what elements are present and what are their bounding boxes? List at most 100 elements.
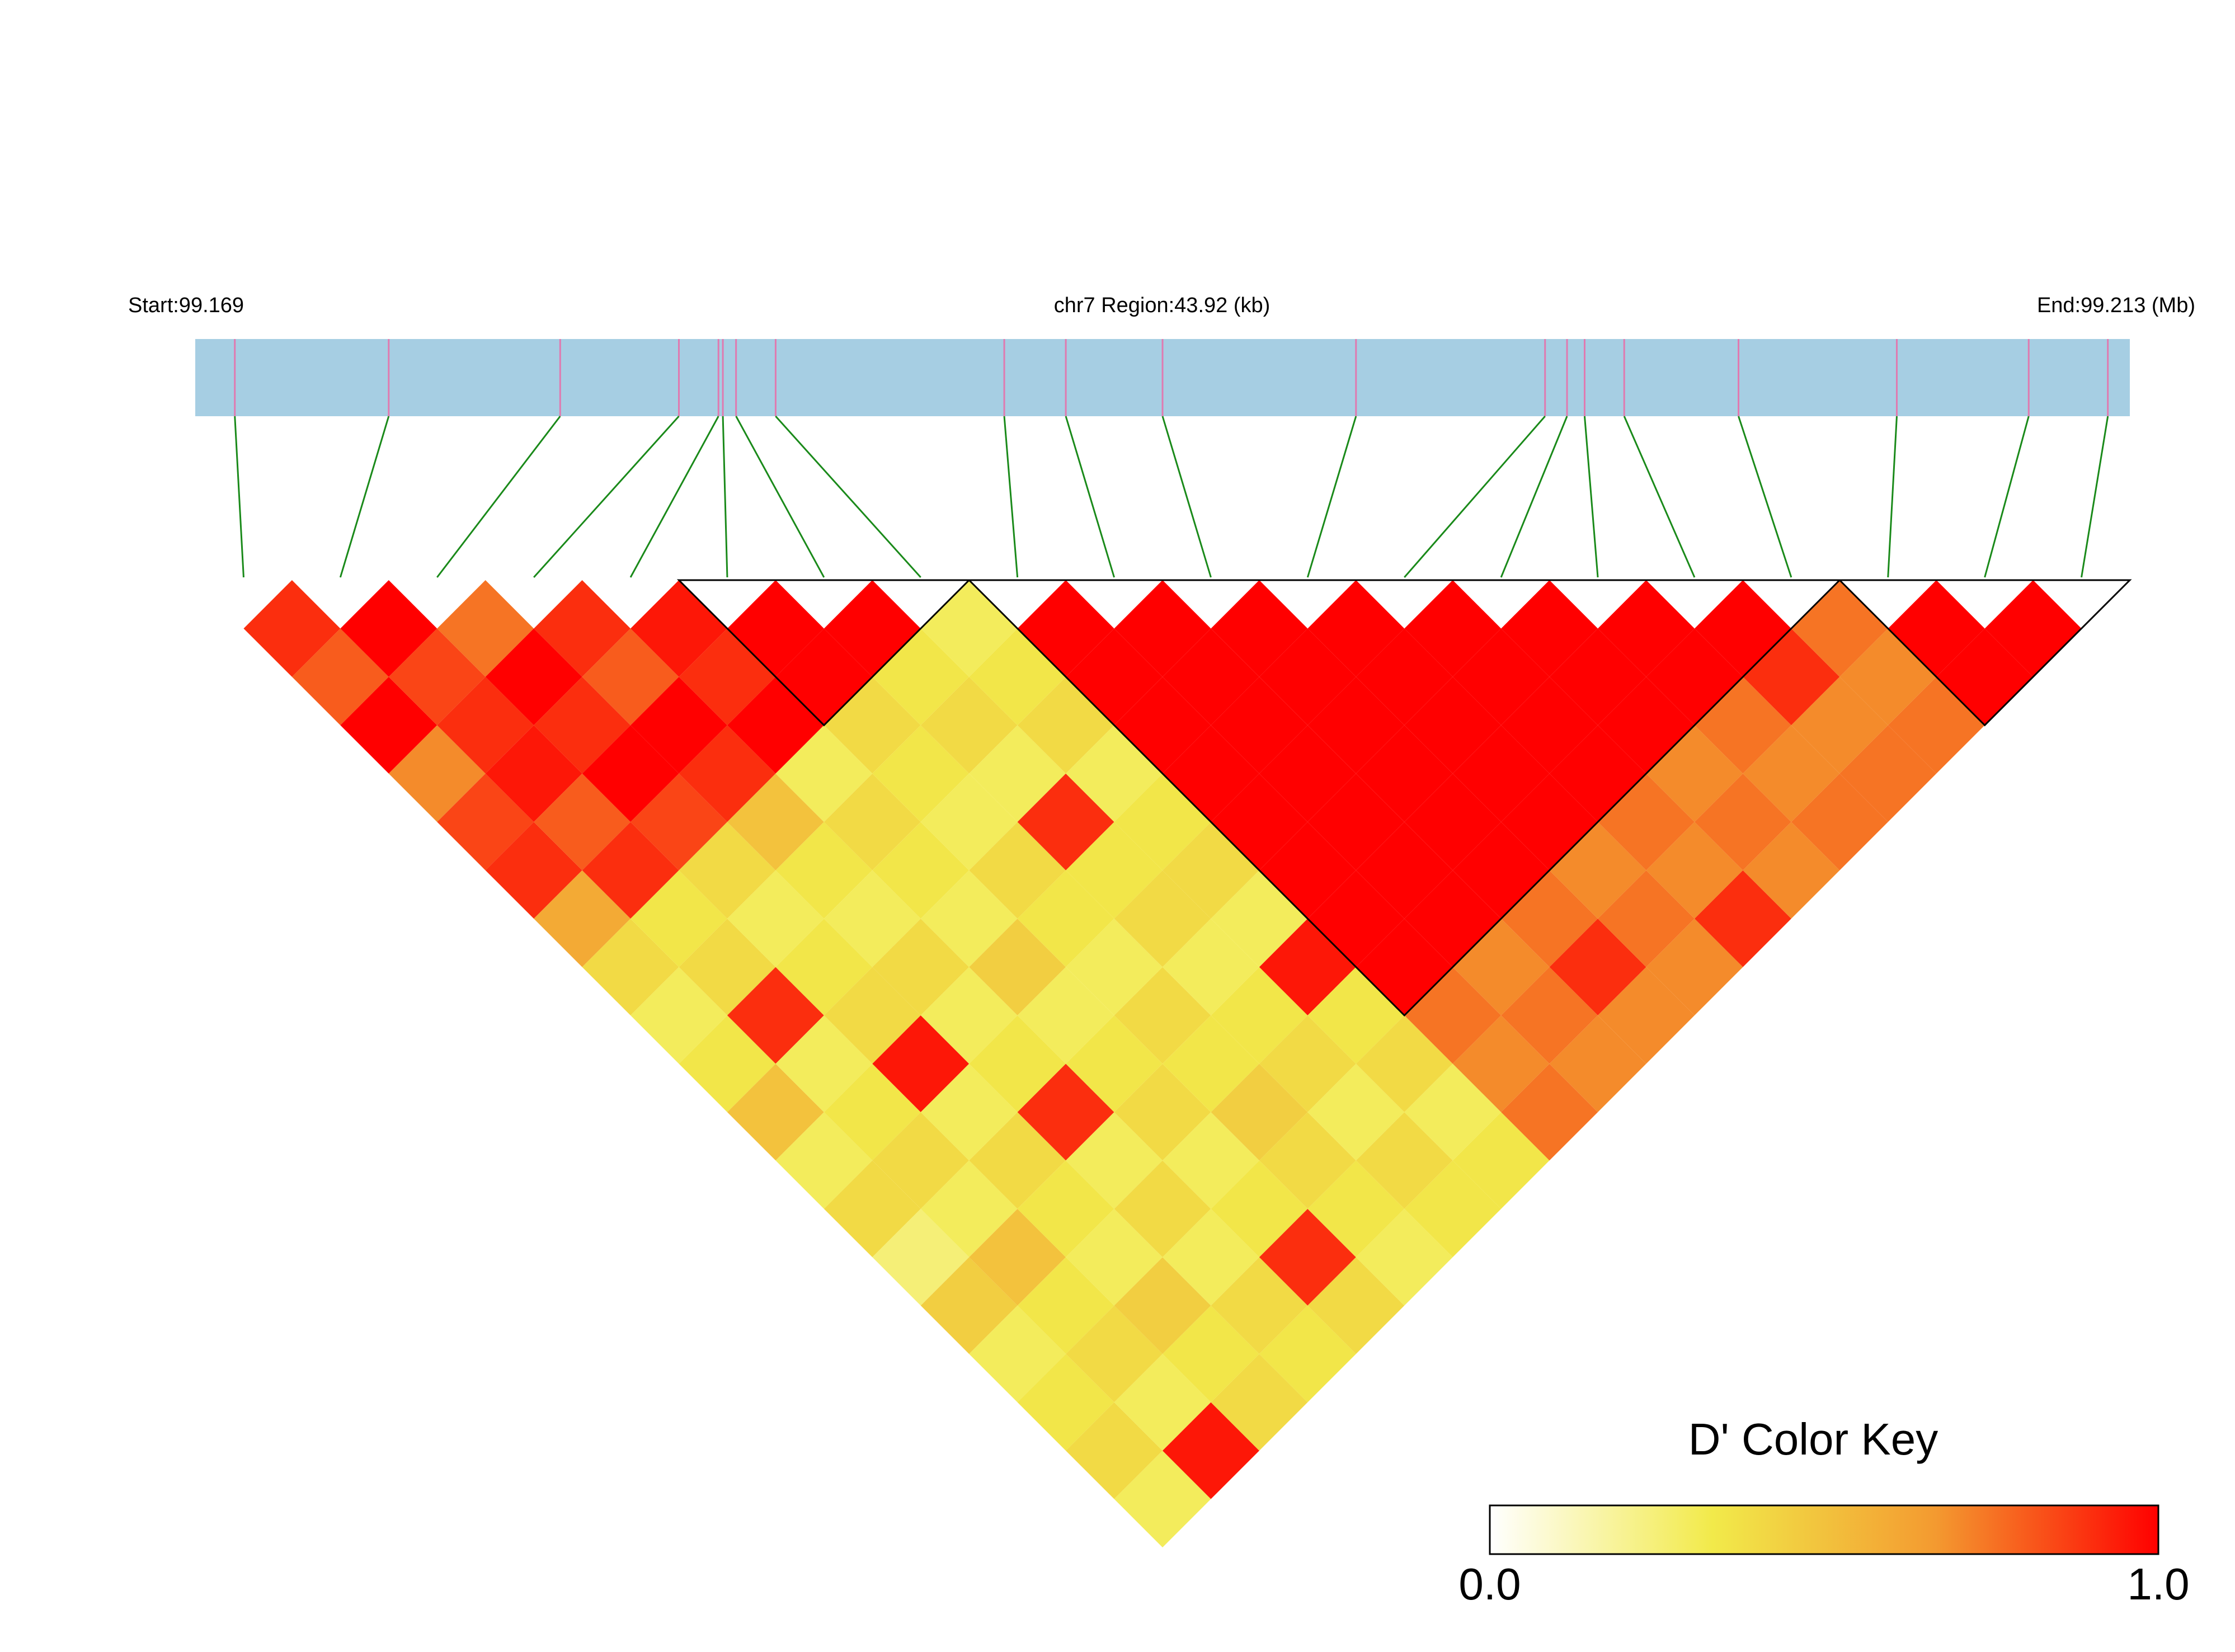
ld-cell — [340, 580, 437, 677]
ld-cell — [775, 822, 873, 919]
snp-link — [1404, 416, 1546, 578]
ld-cell — [1211, 1354, 1308, 1451]
ld-cell — [1017, 773, 1114, 870]
ld-cell — [920, 1160, 1018, 1258]
ld-cell — [1163, 1015, 1259, 1112]
snp-link — [436, 416, 561, 578]
ld-cell — [727, 580, 824, 677]
snp-link — [1738, 416, 1792, 578]
ld-cell — [1598, 967, 1695, 1064]
ld-cell — [775, 1112, 873, 1209]
ld-cell — [1356, 725, 1453, 822]
ld-cell — [679, 725, 776, 822]
ld-cell — [1501, 870, 1598, 967]
snp-link — [1003, 416, 1019, 578]
ld-cell — [1017, 967, 1114, 1064]
ld-cell — [1066, 1305, 1163, 1402]
snp-link — [1623, 416, 1696, 578]
ld-cell — [920, 967, 1018, 1064]
ld-cell — [1017, 870, 1114, 967]
colorbar-tick-label: 1.0 — [2127, 1559, 2189, 1609]
ld-cell — [1404, 1160, 1502, 1258]
ld-cell — [1259, 1305, 1356, 1402]
ld-cell — [534, 676, 631, 774]
ld-cell — [872, 1208, 970, 1306]
ld-cell — [1259, 822, 1356, 919]
ld-cell — [1114, 1257, 1211, 1354]
ld-cell — [1694, 870, 1791, 967]
ld-cell — [1259, 725, 1356, 822]
ld-cell — [1404, 676, 1502, 774]
ld-cell — [1163, 1402, 1259, 1499]
ld-block-outline — [676, 579, 971, 727]
region-title: chr7 Region:43.92 (kb) — [1054, 294, 1271, 317]
ld-cell — [1114, 580, 1211, 677]
ld-cell — [1307, 773, 1405, 870]
ld-cell — [1114, 967, 1211, 1064]
ld-cell — [920, 773, 1018, 870]
ld-cell — [824, 580, 921, 677]
snp-link — [2081, 416, 2109, 578]
ld-cell — [775, 725, 873, 822]
snp-link — [1306, 416, 1357, 578]
ld-cell — [1501, 1063, 1598, 1161]
ld-cell — [1839, 725, 1937, 822]
ld-cell — [1017, 1354, 1114, 1451]
ld-cell — [1791, 773, 1888, 870]
snp-link — [1065, 416, 1115, 578]
ld-cell — [1839, 628, 1937, 726]
ld-cell — [1598, 580, 1695, 677]
ld-cell — [1356, 628, 1453, 726]
snp-link — [234, 416, 244, 578]
ld-cell — [1646, 822, 1743, 919]
ld-cell — [1259, 1208, 1356, 1306]
snp-link — [339, 416, 390, 578]
region-end: End:99.213 (Mb) — [2037, 294, 2195, 317]
ld-cell — [1598, 676, 1695, 774]
ld-cell — [437, 773, 534, 870]
ld-cell — [1694, 580, 1791, 677]
ld-cell — [679, 628, 776, 726]
ld-cell — [1501, 967, 1598, 1064]
ld-cell — [679, 822, 776, 919]
ld-cell — [1646, 919, 1743, 1016]
ld-cell — [679, 1015, 776, 1112]
ld-cell — [1743, 628, 1840, 726]
snp-link — [1161, 416, 1212, 578]
ld-cell — [534, 580, 631, 677]
ld-cell — [1163, 628, 1259, 726]
ld-cell — [969, 1305, 1066, 1402]
ld-cell — [1501, 676, 1598, 774]
snp-link — [1500, 416, 1568, 578]
ld-cell — [388, 725, 486, 822]
ld-cell — [1163, 1208, 1259, 1306]
ld-cell — [1066, 1208, 1163, 1306]
ld-cell — [1017, 1257, 1114, 1354]
ld-cell — [1017, 1160, 1114, 1258]
ld-cell — [1114, 676, 1211, 774]
snp-link — [1583, 416, 1599, 578]
ld-cell — [1356, 822, 1453, 919]
ld-cell — [1549, 1015, 1646, 1112]
ld-cell — [1404, 580, 1502, 677]
ld-cell — [1259, 1112, 1356, 1209]
ld-cell — [1163, 1305, 1259, 1402]
ld-cell — [1743, 822, 1840, 919]
ld-cell — [1114, 1063, 1211, 1161]
ld-cell — [969, 1208, 1066, 1306]
ld-cell — [1743, 725, 1840, 822]
ld-cell — [437, 676, 534, 774]
snp-link — [775, 415, 921, 578]
ld-cell — [1114, 773, 1211, 870]
ld-cell — [534, 773, 631, 870]
ld-cell — [920, 1063, 1018, 1161]
ld-cell — [1259, 1015, 1356, 1112]
snp-link — [722, 416, 728, 578]
ld-cell — [1356, 919, 1453, 1016]
ld-cell — [1307, 1160, 1405, 1258]
ld-cell — [1259, 628, 1356, 726]
ld-cell — [1404, 1063, 1502, 1161]
ld-cell — [1549, 628, 1646, 726]
ld-cell — [1017, 1063, 1114, 1161]
